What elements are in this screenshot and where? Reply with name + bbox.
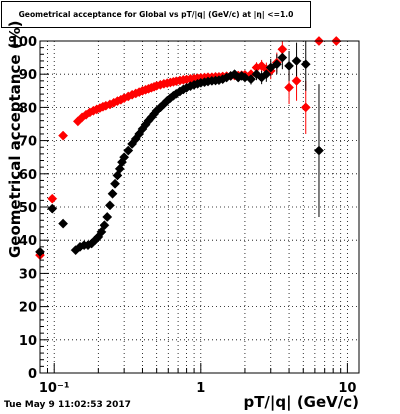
tick-labels: 0 10 20 30 40 50 60 70 80 90 100 10⁻¹ 1 10 <box>10 35 357 396</box>
data-point-black <box>246 74 256 85</box>
axis-ticks <box>39 40 348 374</box>
data-point-black <box>123 145 134 156</box>
y-tick-label: 50 <box>19 201 37 216</box>
data-markers <box>35 36 342 261</box>
x-tick-label: 10⁻¹ <box>39 381 70 396</box>
data-point-black <box>261 69 272 80</box>
data-point-black <box>314 145 324 156</box>
data-point-black <box>99 220 110 231</box>
data-point-black <box>300 59 311 70</box>
data-point-black <box>102 212 113 222</box>
data-point-black <box>107 188 118 199</box>
data-point-red <box>284 82 295 93</box>
data-point-black <box>277 52 288 63</box>
data-point-red <box>47 193 58 204</box>
grid <box>39 41 359 373</box>
y-tick-label: 40 <box>19 234 37 249</box>
y-tick-label: 60 <box>19 168 37 183</box>
data-point-red <box>291 75 302 86</box>
y-axis-title: Geometrical acceptance (%) <box>6 21 24 259</box>
y-tick-label: 70 <box>19 135 37 150</box>
data-point-black <box>291 55 302 66</box>
y-tick-label: 80 <box>19 101 37 116</box>
y-tick-label: 100 <box>10 35 37 50</box>
timestamp: Tue May 9 11:02:53 2017 <box>4 400 131 410</box>
x-tick-label: 1 <box>196 381 205 396</box>
data-point-black <box>251 69 262 80</box>
data-point-black <box>284 60 295 71</box>
x-axis-title: pT/|q| (GeV/c) <box>243 393 359 412</box>
y-tick-label: 0 <box>28 367 37 382</box>
data-point-red <box>300 102 311 113</box>
x-tick-label: 10 <box>338 381 356 396</box>
error-bars <box>39 41 320 261</box>
y-tick-label: 90 <box>19 68 37 83</box>
data-point-red <box>256 60 267 71</box>
data-point-black <box>47 203 58 214</box>
data-point-black <box>110 178 120 189</box>
y-tick-label: 30 <box>19 267 37 282</box>
data-point-red <box>58 130 69 141</box>
plot-frame <box>39 40 360 374</box>
y-tick-label: 20 <box>19 301 37 316</box>
data-point-black <box>104 200 115 211</box>
data-point-black <box>58 218 69 229</box>
y-tick-label: 10 <box>19 334 37 349</box>
data-point-black <box>112 170 123 181</box>
chart-title-box: Geometrical acceptance for Global vs pT/… <box>1 1 311 28</box>
data-point-red <box>277 44 288 55</box>
data-point-black <box>96 226 107 237</box>
data-point-black <box>271 59 282 70</box>
chart-title: Geometrical acceptance for Global vs pT/… <box>18 10 294 19</box>
data-point-black <box>119 152 130 163</box>
